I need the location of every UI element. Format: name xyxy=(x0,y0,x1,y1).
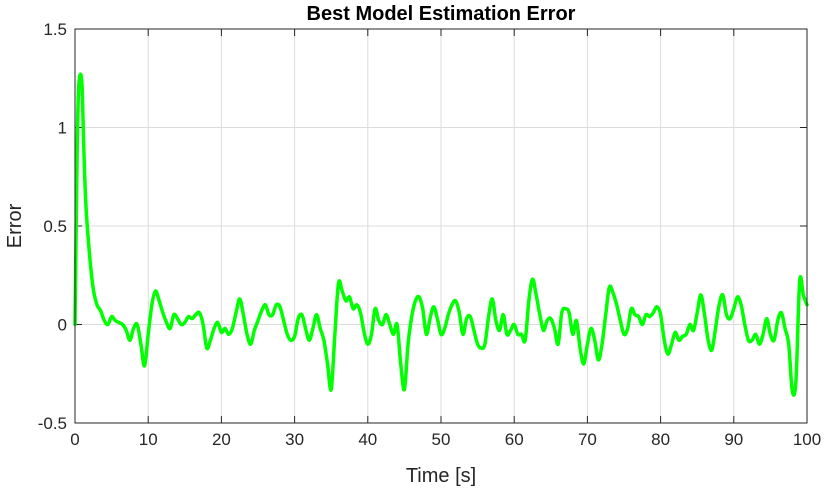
x-tick-label: 60 xyxy=(505,430,524,449)
x-tick-label: 50 xyxy=(432,430,451,449)
axes-box xyxy=(74,28,808,424)
y-tick-label: 1 xyxy=(58,119,67,138)
x-tick-label: 40 xyxy=(358,430,377,449)
x-tick-label: 70 xyxy=(578,430,597,449)
y-tick-label: 1.5 xyxy=(43,20,67,39)
error-series-line xyxy=(73,72,809,397)
chart-title: Best Model Estimation Error xyxy=(307,3,576,25)
x-tick-label: 100 xyxy=(793,430,821,449)
y-tick-label: 0 xyxy=(58,316,67,335)
x-tick-label: 0 xyxy=(70,430,79,449)
x-tick-label: 10 xyxy=(139,430,158,449)
x-axis-label: Time [s] xyxy=(406,465,476,487)
x-tick-label: 20 xyxy=(212,430,231,449)
y-tick-label: -0.5 xyxy=(38,414,67,433)
y-tick-label: 0.5 xyxy=(43,217,67,236)
x-tick-label: 90 xyxy=(724,430,743,449)
x-tick-label: 30 xyxy=(285,430,304,449)
y-axis-label: Error xyxy=(4,203,26,248)
series-group xyxy=(73,72,809,397)
x-tick-label: 80 xyxy=(651,430,670,449)
